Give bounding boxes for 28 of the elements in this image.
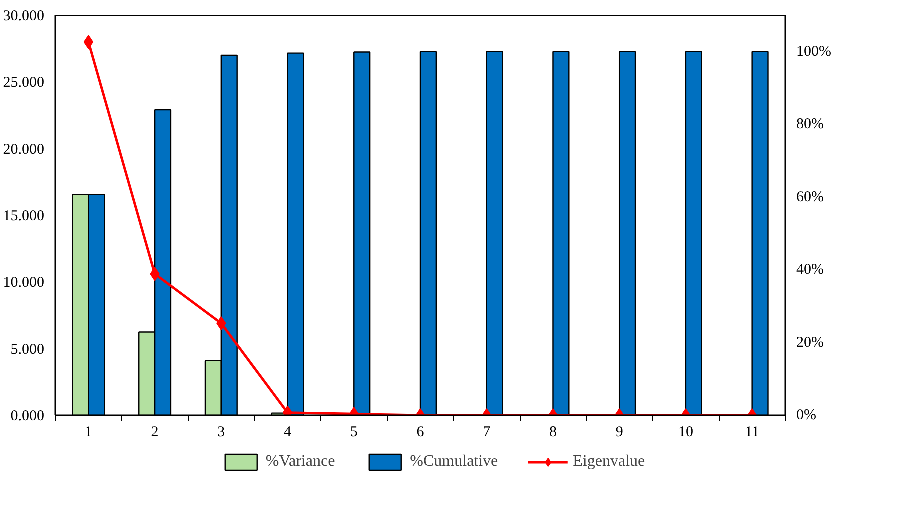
legend-label: Eigenvalue [573,452,646,470]
legend-label: %Cumulative [410,452,498,470]
x-tick-label: 3 [218,424,226,440]
y2-tick-label: 0% [796,408,816,424]
y-tick-label: 0.000 [10,408,44,424]
y-tick-label: 30.000 [3,8,44,24]
x-tick-label: 7 [483,424,492,440]
bar [354,52,371,416]
x-tick-label: 1 [84,424,92,440]
y-tick-label: 20.000 [3,142,44,158]
y-tick-label: 10.000 [3,275,44,292]
legend-label: %Variance [266,452,336,470]
y-tick-label: 15.000 [3,208,44,224]
y2-tick-label: 20% [796,334,824,351]
x-tick-label: 5 [350,424,358,440]
x-tick-label: 9 [616,424,624,440]
x-tick-label: 10 [678,424,694,440]
y2-tick-label: 40% [796,262,824,278]
y-tick-label: 25.000 [3,75,44,92]
y2-tick-label: 100% [796,44,832,60]
y2-tick-label: 60% [796,189,824,206]
x-tick-label: 6 [416,424,425,440]
x-tick-label: 2 [151,424,159,440]
y-tick-label: 5.000 [10,342,44,358]
x-tick-label: 4 [284,424,292,440]
x-tick-label: 11 [745,424,760,440]
x-tick-label: 8 [549,424,557,440]
y2-tick-label: 80% [796,116,824,133]
